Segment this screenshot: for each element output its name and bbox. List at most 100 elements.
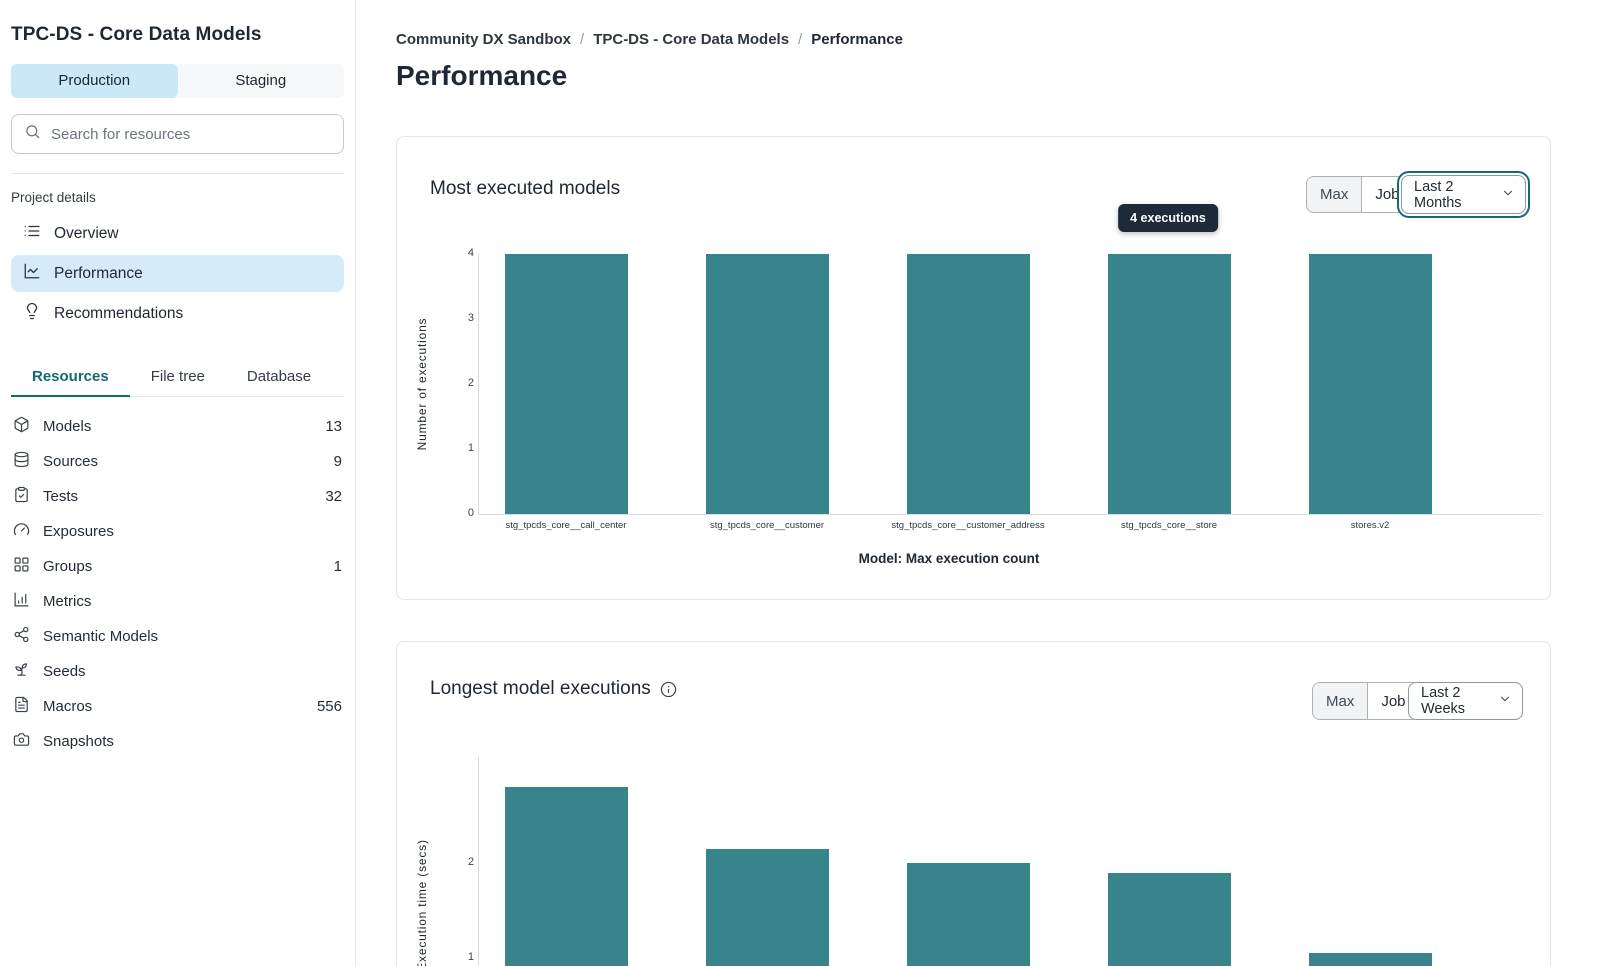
x-axis-title: Model: Max execution count: [858, 551, 1040, 566]
nav-label: Recommendations: [54, 304, 184, 322]
toggle-max-button[interactable]: Max: [1307, 177, 1362, 212]
sidebar-item-models[interactable]: Models 13: [11, 409, 344, 444]
resource-label: Groups: [43, 558, 93, 575]
card-title: Most executed models: [430, 178, 621, 199]
tab-resources[interactable]: Resources: [11, 362, 130, 397]
bar[interactable]: [504, 787, 628, 966]
sidebar: TPC-DS - Core Data Models Production Sta…: [0, 0, 356, 966]
info-icon[interactable]: [660, 681, 677, 698]
resource-count: 32: [325, 488, 342, 505]
date-range-value: Last 2 Months: [1414, 178, 1462, 211]
breadcrumb-item-tpc-ds-core-data-models[interactable]: TPC-DS - Core Data Models: [593, 31, 790, 48]
sidebar-item-overview[interactable]: Overview: [11, 215, 344, 252]
resource-label: Metrics: [43, 593, 92, 610]
env-tab-staging[interactable]: Staging: [235, 72, 287, 89]
bar[interactable]: [1308, 254, 1432, 514]
resource-label: Models: [43, 418, 92, 435]
x-tick-label: stg_tpcds_core__call_center: [505, 520, 627, 531]
resource-count: 556: [316, 698, 342, 715]
project-title: TPC-DS - Core Data Models: [11, 24, 262, 45]
bar[interactable]: [705, 848, 829, 966]
gauge-icon: [13, 521, 30, 543]
card-title: Longest model executions: [430, 678, 677, 700]
resource-label: Semantic Models: [43, 628, 159, 645]
bar[interactable]: [1107, 254, 1231, 514]
chevron-down-icon: [1498, 692, 1512, 710]
resource-label: Seeds: [43, 663, 86, 680]
sidebar-item-snapshots[interactable]: Snapshots: [11, 724, 344, 759]
resource-label: Snapshots: [43, 733, 114, 750]
sidebar-item-sources[interactable]: Sources 9: [11, 444, 344, 479]
grid-icon: [13, 556, 30, 578]
project-details-label: Project details: [11, 190, 96, 205]
y-axis-line: [478, 254, 479, 514]
resource-label: Sources: [43, 453, 99, 470]
y-tick-label: 3: [467, 312, 474, 324]
sidebar-item-recommendations[interactable]: Recommendations: [11, 295, 344, 332]
resource-label: Macros: [43, 698, 93, 715]
sidebar-item-semantic-models[interactable]: Semantic Models: [11, 619, 344, 654]
breadcrumb-item-community-dx-sandbox[interactable]: Community DX Sandbox: [396, 31, 572, 48]
resource-list: Models 13 Sources 9 Tests 32 Exposures Groups 1 M…: [11, 409, 344, 759]
sidebar-item-macros[interactable]: Macros 556: [11, 689, 344, 724]
box-icon: [13, 416, 30, 438]
date-range-select[interactable]: Last 2 Weeks: [1408, 682, 1523, 720]
x-tick-label: stg_tpcds_core__customer_address: [891, 520, 1045, 531]
environment-toggle: Production Staging: [11, 64, 344, 98]
database-icon: [13, 451, 30, 473]
bar[interactable]: [705, 254, 829, 514]
y-tick-label: 2: [467, 856, 474, 868]
nav-label: Performance: [54, 264, 143, 282]
bar[interactable]: [906, 254, 1030, 514]
chevron-down-icon: [1501, 186, 1515, 204]
sidebar-item-seeds[interactable]: Seeds: [11, 654, 344, 689]
lightbulb-icon: [23, 302, 41, 325]
list-icon: [23, 222, 41, 245]
resource-label: Exposures: [43, 523, 114, 540]
bar[interactable]: [1107, 872, 1231, 966]
y-tick-label: 1: [467, 442, 474, 454]
bar[interactable]: [906, 863, 1030, 966]
date-range-select[interactable]: Last 2 Months: [1401, 175, 1526, 214]
bar-tooltip: 4 executions: [1118, 204, 1218, 232]
sidebar-item-performance[interactable]: Performance: [11, 255, 344, 292]
breadcrumb-item-performance: Performance: [811, 31, 903, 48]
env-tab-production[interactable]: Production: [11, 64, 178, 98]
sidebar-item-groups[interactable]: Groups 1: [11, 549, 344, 584]
page-title: Performance: [396, 60, 568, 91]
y-axis-label: Number of executions: [415, 317, 429, 451]
sidebar-item-metrics[interactable]: Metrics: [11, 584, 344, 619]
x-tick-label: stores.v2: [1350, 520, 1390, 531]
resource-count: 13: [325, 418, 342, 435]
toggle-max-button[interactable]: Max: [1313, 683, 1368, 719]
file-text-icon: [13, 696, 30, 718]
share-icon: [13, 626, 30, 648]
y-tick-label: 1: [467, 951, 474, 963]
sidebar-item-exposures[interactable]: Exposures: [11, 514, 344, 549]
search-input[interactable]: [51, 125, 331, 143]
nav-label: Overview: [54, 224, 119, 242]
max-job-toggle: Max Job: [1306, 176, 1414, 213]
most-executed-models-chart: 0 1 2 3 4 Number of executions stg_tpcds_core_…: [397, 137, 1550, 599]
resource-label: Tests: [43, 488, 79, 505]
tab-database[interactable]: Database: [246, 368, 312, 385]
sidebar-divider: [11, 173, 344, 174]
resource-search[interactable]: [11, 114, 344, 154]
bar[interactable]: [504, 254, 628, 514]
most-executed-models-card: Most executed models Max Job Last 2 Mont…: [396, 136, 1551, 600]
tab-file-tree[interactable]: File tree: [150, 368, 205, 385]
camera-icon: [13, 731, 30, 753]
y-tick-label: 0: [467, 507, 474, 519]
sidebar-item-tests[interactable]: Tests 32: [11, 479, 344, 514]
y-tick-label: 4: [467, 247, 474, 259]
chart-line-icon: [23, 262, 41, 285]
bar[interactable]: [1308, 953, 1432, 966]
longest-model-executions-chart: 012Execution time (secs): [397, 642, 1550, 966]
resource-count: 9: [333, 453, 342, 470]
bar-chart-icon: [13, 591, 30, 613]
search-icon: [24, 123, 41, 145]
sprout-icon: [13, 661, 30, 683]
resource-count: 1: [333, 558, 342, 575]
date-range-value: Last 2 Weeks: [1421, 685, 1466, 717]
